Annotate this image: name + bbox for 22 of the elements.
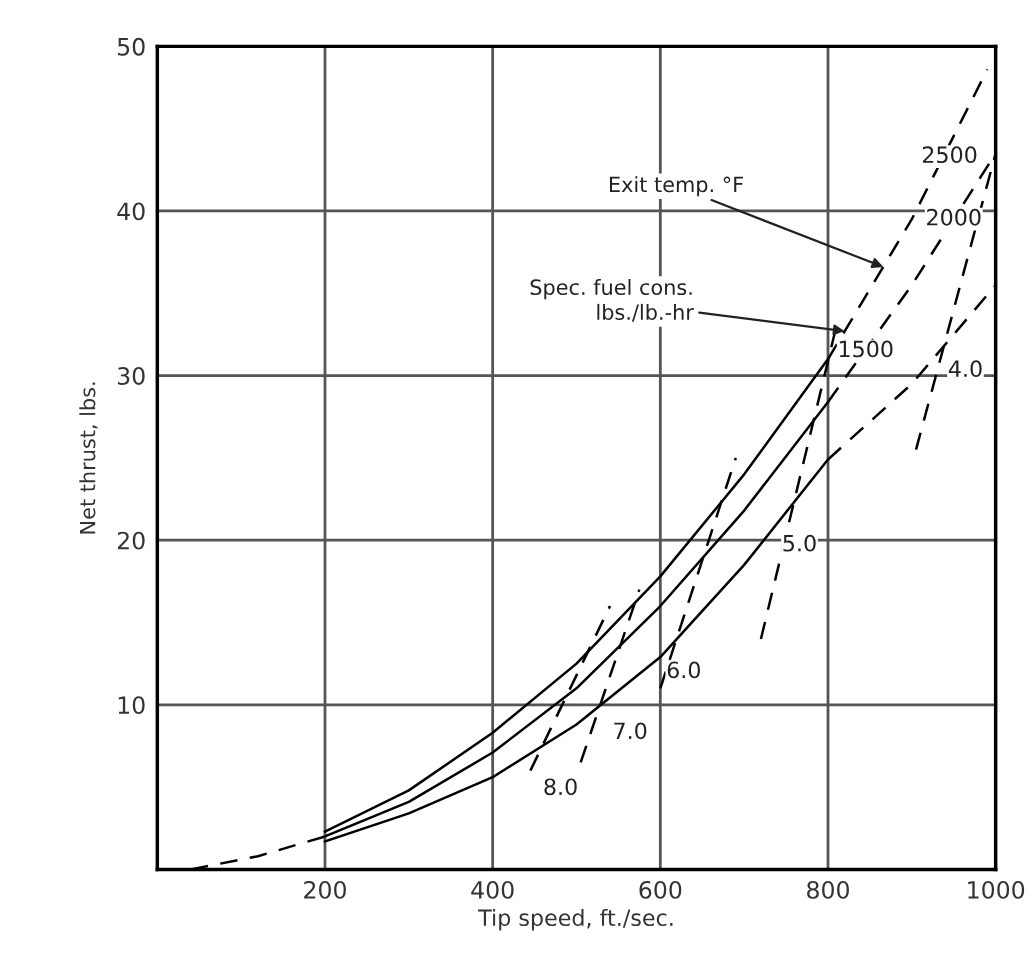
y-tick-label: 20 <box>117 531 145 550</box>
annotation: Exit temp. °F <box>609 176 743 197</box>
x-tick-label: 400 <box>471 880 514 899</box>
annotation: 6.0 <box>667 661 700 679</box>
y-tick-label: 50 <box>117 37 145 56</box>
annotation: 4.0 <box>948 360 982 378</box>
y-tick-label: 40 <box>117 202 145 221</box>
x-tick-label: 600 <box>639 880 682 899</box>
annotation: 5.0 <box>783 534 816 552</box>
x-tick-label: 800 <box>807 880 849 899</box>
y-axis-title: Net thrust, lbs. <box>79 382 98 534</box>
annotation: 2500 <box>922 146 977 164</box>
x-axis-title: Tip speed, ft./sec. <box>478 908 673 931</box>
y-tick-label: 30 <box>117 367 145 385</box>
annotation: Spec. fuel cons. lbs./lb.-hr <box>530 278 694 322</box>
y-tick-label: 10 <box>118 696 145 715</box>
annotation: 1500 <box>839 340 893 358</box>
x-tick-label: 1000 <box>968 880 1025 899</box>
x-tick-label: 200 <box>304 880 346 899</box>
annotation: 8.0 <box>544 778 577 796</box>
annotation: 2000 <box>927 208 981 226</box>
annotation: 7.0 <box>614 722 647 740</box>
